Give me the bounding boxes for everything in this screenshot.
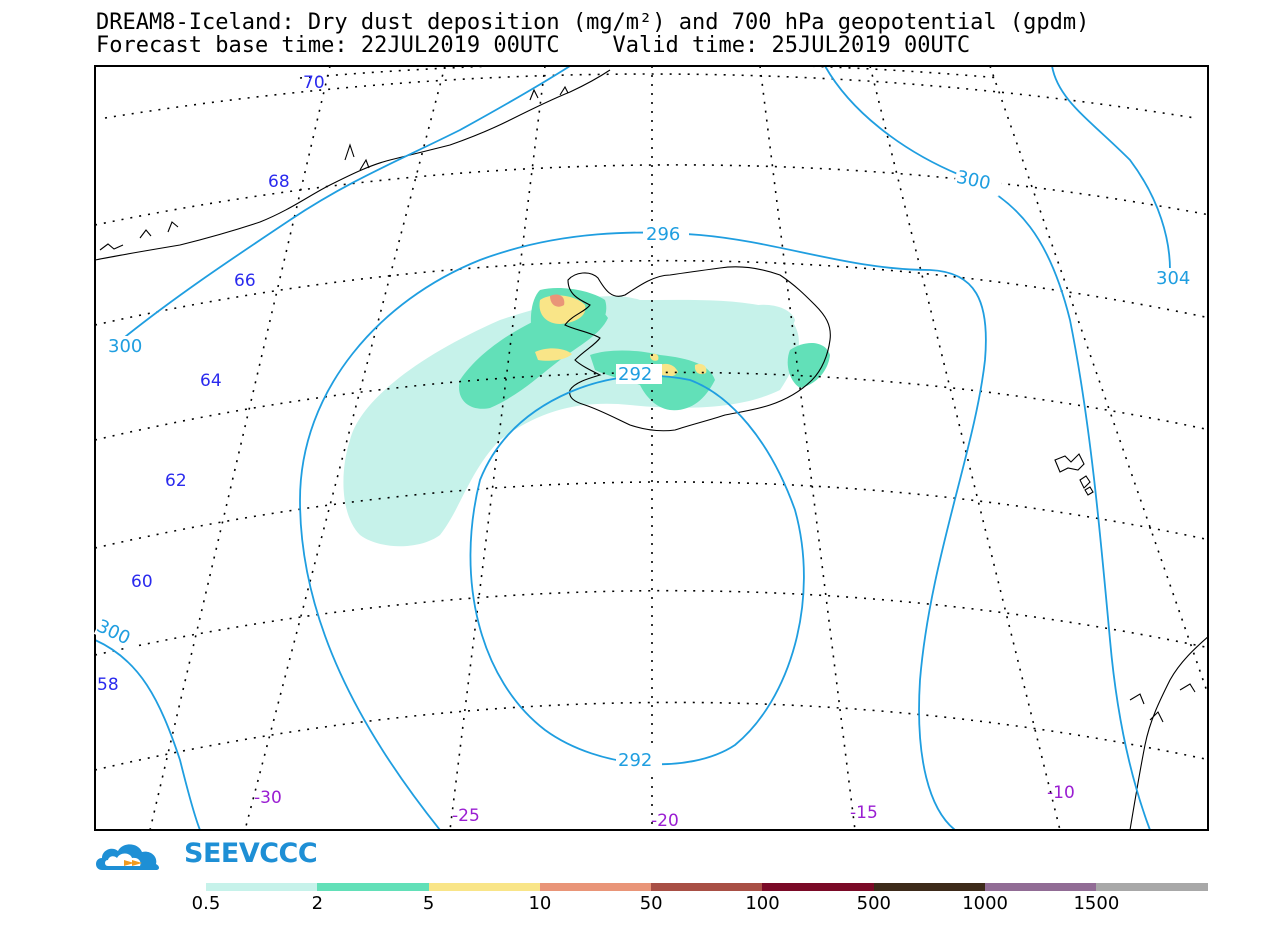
seevccc-logo-text: SEEVCCC xyxy=(184,838,318,869)
legend-label: 1000 xyxy=(962,893,1008,914)
latitude-label: 68 xyxy=(268,172,290,192)
latitude-line-60 xyxy=(95,481,1208,549)
longitude-line-5 xyxy=(989,66,1208,697)
legend-label: 10 xyxy=(528,893,552,914)
norway-coast xyxy=(1129,636,1208,830)
legend-swatch xyxy=(206,883,318,891)
latitude-label: 62 xyxy=(165,471,187,491)
legend-swatch xyxy=(873,883,986,891)
latitude-line-68 xyxy=(104,73,1196,119)
geopotential-contours xyxy=(95,66,1171,830)
latitude-line-70 xyxy=(299,66,1001,79)
greenland-coast-islands xyxy=(99,85,569,251)
legend-label: 50 xyxy=(639,893,663,914)
coastlines xyxy=(95,69,1208,830)
longitude-label: -10 xyxy=(1047,783,1075,803)
contour-300-east xyxy=(824,66,1151,830)
legend-label: 100 xyxy=(745,893,780,914)
longitude-line-30 xyxy=(244,66,446,830)
dust-area-0.5 xyxy=(343,296,799,547)
latitude-lines xyxy=(95,66,1208,771)
legend-swatch xyxy=(762,883,874,891)
latitude-line-58 xyxy=(95,589,1208,656)
greenland-coast xyxy=(95,69,611,261)
seevccc-cloud-logo xyxy=(96,844,159,870)
contour-292 xyxy=(469,374,805,766)
contour-label: 300 xyxy=(108,336,142,357)
legend-swatch xyxy=(317,883,429,891)
latitude-label: 60 xyxy=(131,572,153,592)
contour-300-west xyxy=(114,66,571,346)
contour-label: 292 xyxy=(618,364,652,385)
faroe-islands xyxy=(1054,453,1094,496)
contour-label: 300 xyxy=(954,167,992,195)
legend-label: 2 xyxy=(311,893,324,914)
latitude-label: 64 xyxy=(200,371,222,391)
contour-296 xyxy=(299,231,987,830)
iceland-coast xyxy=(564,266,831,432)
legend-swatch xyxy=(428,883,540,891)
longitude-line-15 xyxy=(759,66,856,830)
longitude-label: -20 xyxy=(651,811,679,831)
legend-swatch xyxy=(1096,883,1208,891)
contour-label: 292 xyxy=(618,750,652,771)
contour-label: 304 xyxy=(1156,268,1190,289)
contour-label: 296 xyxy=(646,224,680,245)
map-frame xyxy=(94,65,1209,831)
legend-swatch xyxy=(985,883,1097,891)
contour-304 xyxy=(1051,66,1171,271)
legend-color-bar xyxy=(206,883,1208,891)
latitude-label: 70 xyxy=(303,73,325,93)
map-subtitle-times: Forecast base time: 22JUL2019 00UTC Vali… xyxy=(96,33,971,58)
legend-swatch xyxy=(539,883,652,891)
map-title: DREAM8-Iceland: Dry dust deposition (mg/… xyxy=(96,10,1090,35)
legend-label: 1500 xyxy=(1073,893,1120,914)
legend-label: 500 xyxy=(856,893,891,914)
legend-label: 0.5 xyxy=(191,893,221,914)
longitude-label: -15 xyxy=(850,803,878,823)
dust-area-10 xyxy=(550,294,565,307)
dust-area-5d xyxy=(694,363,707,375)
longitude-label: -25 xyxy=(452,806,480,826)
legend-swatch xyxy=(651,883,763,891)
latitude-line-66 xyxy=(95,164,1208,226)
longitude-line-35 xyxy=(149,66,331,830)
dust-deposition-shading xyxy=(343,288,830,547)
dust-area-2d xyxy=(787,343,830,388)
dust-area-5b xyxy=(535,348,572,361)
latitude-label: 58 xyxy=(97,675,119,695)
latitude-label: 66 xyxy=(234,271,256,291)
longitude-lines xyxy=(149,66,1208,830)
longitude-label: -30 xyxy=(254,788,282,808)
dust-area-5c xyxy=(660,363,678,377)
contour-300-southwest xyxy=(95,639,201,830)
legend-label: 5 xyxy=(422,893,435,914)
dust-area-0.5b xyxy=(738,304,795,339)
